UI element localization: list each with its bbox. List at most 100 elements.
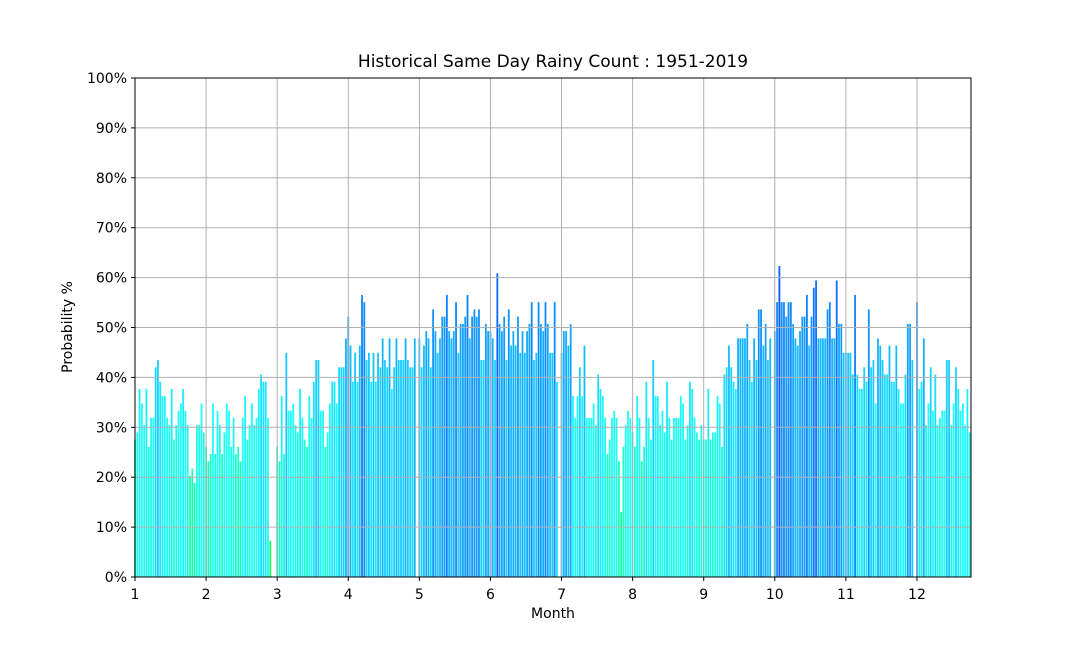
bar-day	[874, 403, 877, 577]
bar-day	[677, 417, 680, 577]
bar-day	[406, 360, 409, 577]
bar-day	[812, 287, 815, 577]
bar-day	[888, 345, 891, 577]
bar-day	[964, 425, 967, 577]
bar-day	[338, 367, 340, 577]
y-tick-label: 20%	[96, 470, 127, 486]
bar-day	[237, 446, 240, 577]
x-tick-label: 1	[131, 587, 140, 603]
bar-day	[317, 360, 320, 577]
bar-day	[315, 360, 318, 577]
bar-day	[670, 439, 673, 577]
bar-day	[776, 302, 778, 577]
bar-day	[512, 331, 515, 577]
bar-day	[503, 316, 506, 577]
bar-day	[700, 425, 703, 577]
bar-day	[216, 410, 219, 577]
bar-day	[744, 338, 746, 577]
bar-day	[961, 403, 964, 577]
bar-day	[523, 352, 526, 577]
bar-day	[578, 367, 581, 577]
bar-day	[368, 352, 370, 577]
bar-day	[166, 417, 169, 577]
bar-day	[872, 360, 875, 577]
bar-day	[682, 403, 684, 577]
bar-day	[718, 403, 721, 577]
bar-day	[883, 374, 886, 577]
bar-day	[294, 425, 297, 577]
bar-day	[663, 432, 666, 577]
bar-day	[608, 439, 611, 577]
bar-day	[572, 396, 574, 577]
bar-day	[283, 454, 285, 577]
bar-day	[267, 417, 269, 577]
bar-day	[863, 367, 866, 577]
bar-day	[647, 417, 650, 577]
bar-day	[363, 302, 366, 577]
bar-day	[257, 388, 260, 577]
bar-day	[202, 432, 205, 577]
bar-day	[404, 338, 407, 577]
bar-day	[173, 439, 175, 577]
bar-day	[150, 417, 152, 577]
bar-day	[815, 280, 817, 577]
bar-day	[847, 352, 850, 577]
bar-day	[358, 345, 361, 577]
bar-day	[911, 360, 914, 577]
bar-day	[468, 338, 471, 577]
bar-day	[228, 410, 230, 577]
bar-day	[186, 425, 189, 577]
bar-day	[145, 388, 148, 577]
bar-day	[565, 331, 568, 577]
bar-day	[248, 425, 251, 577]
bar-day	[264, 381, 267, 577]
bar-day	[427, 338, 430, 577]
bar-day	[239, 461, 242, 577]
bar-day	[462, 323, 464, 577]
bar-day	[308, 396, 311, 577]
bar-day	[955, 367, 957, 577]
bar-day	[723, 374, 726, 577]
x-tick-label: 2	[202, 587, 211, 603]
bar-day	[517, 316, 519, 577]
bar-day	[656, 396, 659, 577]
bar-day	[246, 439, 249, 577]
bar-day	[225, 403, 228, 577]
bar-day	[968, 432, 971, 577]
bar-day	[679, 396, 682, 577]
bar-day	[175, 425, 178, 577]
x-tick-label: 3	[273, 587, 282, 603]
bar-day	[684, 439, 687, 577]
bar-day	[432, 309, 435, 577]
bar-day	[484, 323, 487, 577]
bar-day	[934, 374, 937, 577]
bar-day	[241, 417, 244, 577]
bar-day	[260, 374, 263, 577]
bar-day	[711, 432, 714, 577]
bar-day	[659, 425, 662, 577]
bar-day	[728, 345, 730, 577]
bar-day	[138, 388, 141, 577]
bar-day	[507, 309, 510, 577]
bar-day	[482, 360, 485, 577]
bar-day	[455, 302, 457, 577]
bar-day	[741, 338, 744, 577]
bar-day	[617, 461, 620, 577]
bar-day	[473, 309, 476, 577]
bar-day	[234, 454, 237, 577]
bar-day	[542, 331, 545, 577]
bar-day	[611, 417, 613, 577]
bar-day	[801, 316, 804, 577]
bar-day	[510, 345, 512, 577]
bar-day	[466, 294, 469, 577]
bar-day	[906, 323, 909, 577]
bar-day	[767, 360, 769, 577]
bar-day	[895, 345, 898, 577]
bar-day	[505, 360, 508, 577]
bar-day	[349, 345, 352, 577]
bar-day	[634, 446, 636, 577]
bar-day	[379, 367, 382, 577]
bar-day	[161, 396, 164, 577]
bar-day	[581, 396, 584, 577]
bar-day	[519, 352, 522, 577]
